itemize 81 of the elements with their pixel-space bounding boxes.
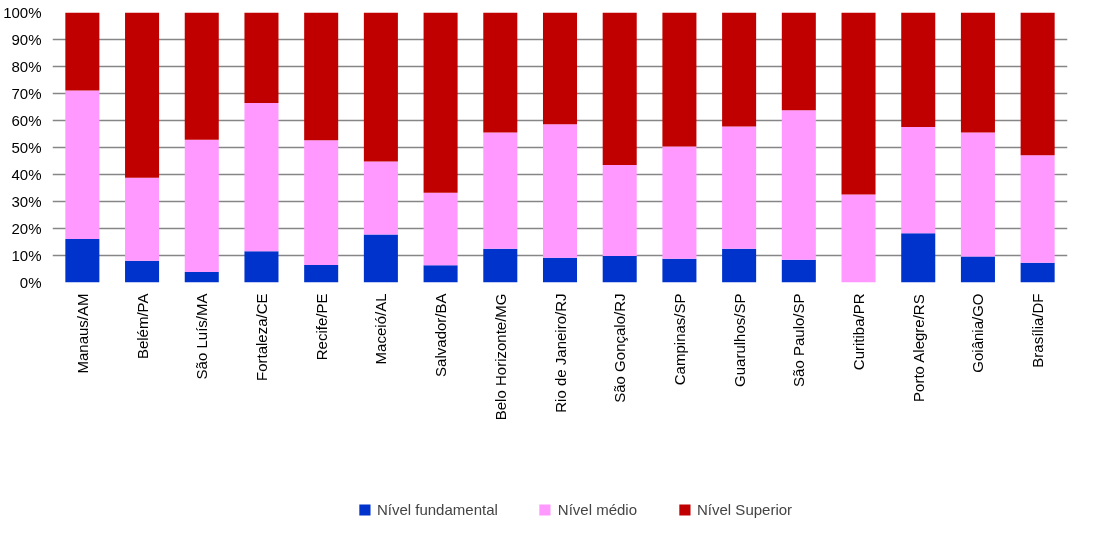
bar (184, 12, 219, 140)
bar (1020, 155, 1055, 263)
y-tick-label: 100% (3, 4, 42, 21)
x-tick-label: São Luís/MA (193, 293, 211, 380)
x-tick-label: Curitiba/PR (850, 293, 868, 371)
bar (722, 12, 757, 127)
x-tick-label: Brasília/DF (1029, 293, 1047, 368)
y-tick-label: 20% (11, 220, 42, 237)
bar (304, 264, 339, 283)
legend-label: Nível fundamental (376, 500, 498, 518)
x-tick-label: Guarulhos/SP (730, 293, 748, 387)
y-tick-label: 90% (11, 31, 42, 48)
y-tick-label: 50% (11, 139, 42, 156)
bar (1020, 12, 1055, 156)
bar (662, 258, 697, 283)
bar (483, 132, 518, 249)
bar (125, 260, 160, 283)
bar (304, 140, 339, 265)
x-tick-label: Belém/PA (133, 293, 151, 360)
bar (841, 12, 876, 195)
bar (960, 256, 995, 283)
bar (722, 248, 757, 283)
x-tick-label: Rio de Janeiro/RJ (551, 293, 569, 413)
bar (542, 257, 578, 283)
bar (363, 234, 398, 283)
x-tick-label: São Gonçalo/RJ (611, 293, 629, 403)
bar (960, 132, 995, 257)
bar (722, 126, 757, 249)
bar (781, 12, 816, 111)
x-tick-label: Recife/PE (312, 293, 330, 361)
x-tick-label: Manaus/AM (73, 293, 91, 374)
bar (602, 256, 637, 283)
bar (542, 124, 578, 258)
y-tick-label: 10% (11, 247, 42, 264)
bar (244, 12, 279, 103)
x-tick-label: Fortaleza/CE (252, 293, 270, 382)
x-tick-label: São Paulo/SP (790, 293, 808, 387)
y-tick-label: 40% (11, 166, 42, 183)
bar (602, 165, 637, 257)
bar (244, 251, 279, 283)
bar (662, 12, 697, 147)
legend-label: Nível médio (557, 500, 638, 518)
bar (781, 259, 816, 283)
bar (125, 12, 160, 178)
y-tick-label: 70% (11, 85, 42, 102)
y-tick-label: 80% (11, 58, 42, 75)
legend-label: Nível Superior (697, 500, 793, 518)
x-tick-label: Maceió/AL (372, 293, 390, 365)
bar (542, 12, 578, 125)
y-tick-label: 0% (19, 274, 42, 291)
bar (901, 126, 936, 234)
bar (363, 161, 398, 235)
bar (423, 265, 458, 283)
bar (483, 12, 518, 133)
y-tick-label: 60% (11, 112, 42, 129)
x-tick-label: Goiânia/GO (969, 293, 987, 373)
bar (125, 177, 160, 261)
bar (65, 239, 100, 283)
bar (901, 233, 936, 283)
x-tick-label: Porto Alegre/RS (909, 294, 927, 402)
bar (363, 12, 398, 162)
x-tick-label: Salvador/BA (432, 293, 450, 377)
bar (65, 90, 100, 240)
x-tick-label: Campinas/SP (670, 293, 688, 386)
bar (423, 192, 458, 266)
y-tick-label: 30% (11, 193, 42, 210)
bar (304, 12, 339, 141)
bar (781, 110, 816, 260)
bar (602, 12, 637, 166)
bar (184, 139, 219, 272)
bar (423, 12, 458, 193)
bar (841, 194, 876, 283)
bar (65, 12, 100, 91)
bar (901, 12, 936, 127)
bar (483, 248, 518, 283)
bar (662, 146, 697, 259)
bar (244, 102, 279, 252)
bar (184, 271, 219, 283)
bar (960, 12, 995, 133)
x-tick-label: Belo Horizonte/MG (491, 293, 509, 421)
bar (1020, 262, 1055, 283)
